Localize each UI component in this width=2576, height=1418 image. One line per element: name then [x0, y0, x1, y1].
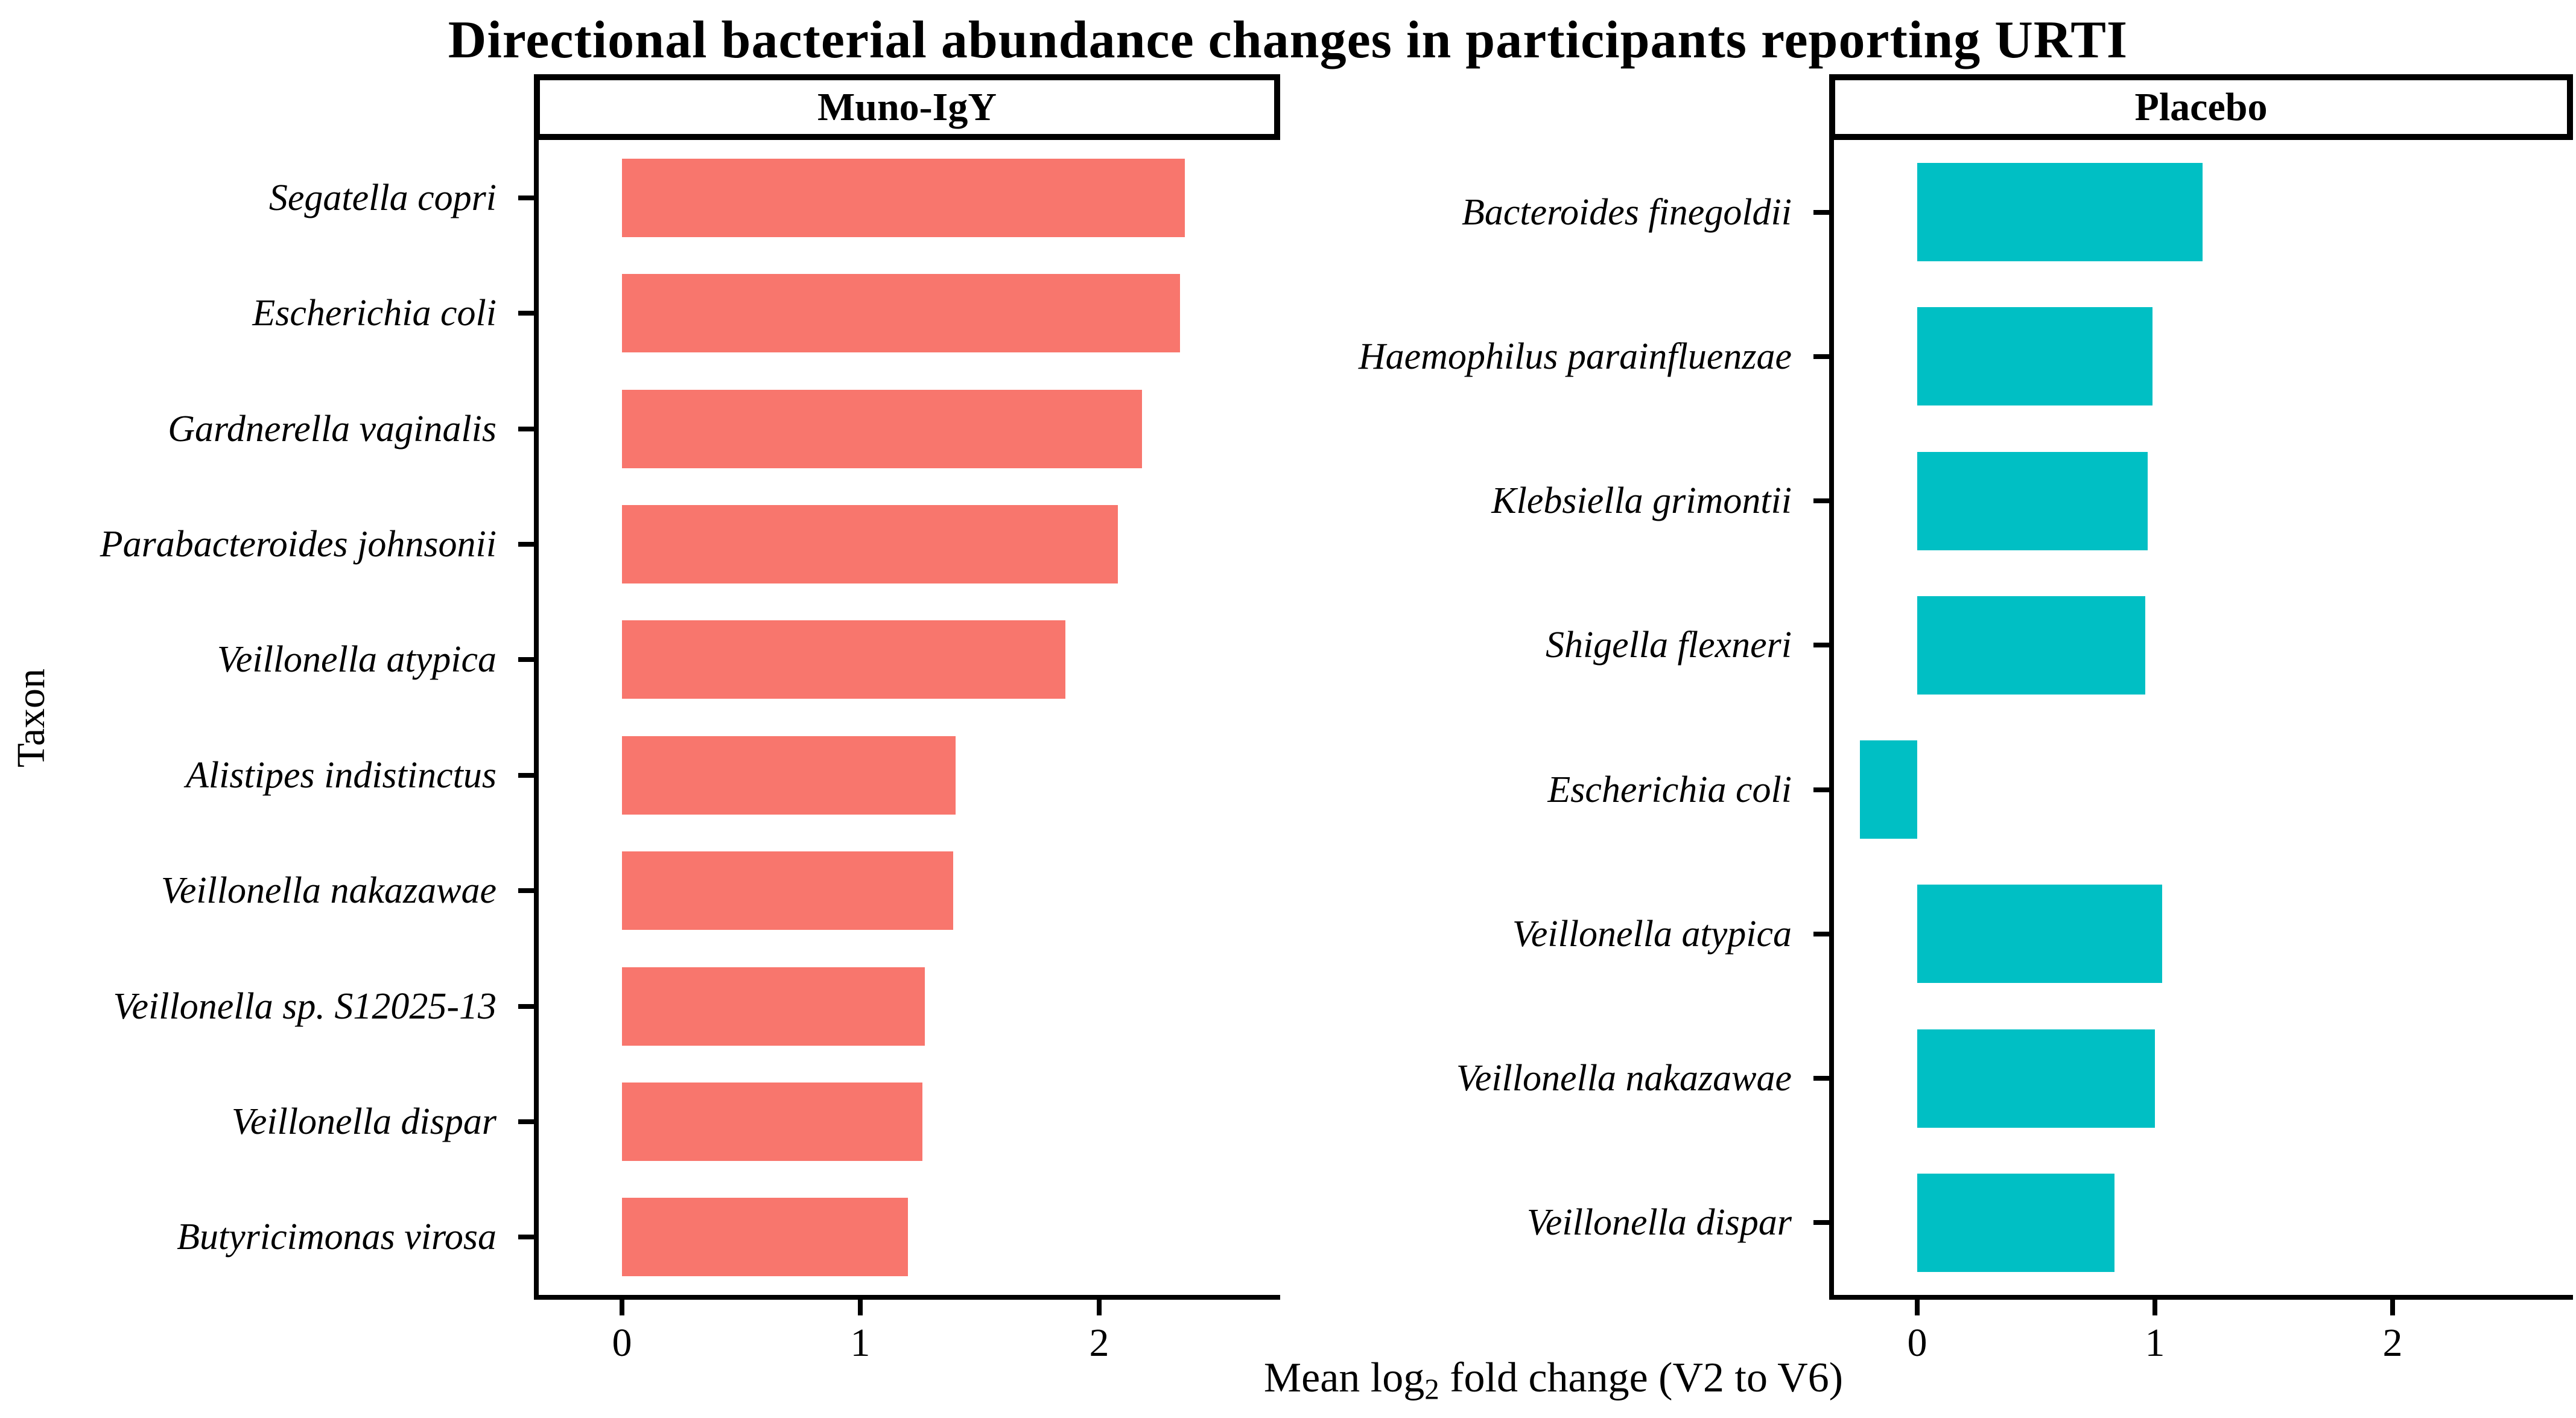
y-tick-label: Haemophilus parainfluenzae [1358, 336, 1792, 377]
y-tick-label: Segatella copri [268, 177, 496, 218]
y-tick-label: Klebsiella grimontii [1491, 480, 1792, 521]
y-tick [518, 196, 534, 200]
bar [1917, 452, 2148, 550]
x-tick-label: 0 [612, 1321, 632, 1365]
chart-title: Directional bacterial abundance changes … [448, 11, 2128, 69]
y-tick [1813, 210, 1829, 215]
y-axis-line [1829, 140, 1834, 1300]
y-tick-label: Veillonella nakazawae [160, 870, 496, 911]
bar [622, 390, 1143, 468]
bar [622, 967, 925, 1046]
x-tick [2152, 1300, 2157, 1315]
y-tick [518, 1235, 534, 1239]
bar [1917, 307, 2152, 405]
bar [1917, 596, 2145, 695]
y-tick-label: Veillonella atypica [217, 639, 496, 680]
y-tick-label: Gardnerella vaginalis [168, 409, 496, 450]
y-axis-line [534, 140, 539, 1300]
bar [622, 736, 956, 815]
y-tick [518, 1119, 534, 1124]
bar [622, 620, 1066, 699]
y-tick [1813, 643, 1829, 647]
y-tick-label: Escherichia coli [252, 293, 496, 334]
bar [1917, 163, 2203, 261]
x-tick [2390, 1300, 2395, 1315]
y-tick [518, 657, 534, 662]
y-tick [518, 427, 534, 431]
y-tick-label: Alistipes indistinctus [186, 755, 496, 796]
y-tick [1813, 1076, 1829, 1081]
y-tick [518, 773, 534, 778]
bar [1917, 1029, 2155, 1128]
facet-strip-label: Placebo [2134, 84, 2268, 129]
x-tick [1915, 1300, 1920, 1315]
y-tick [518, 888, 534, 893]
x-axis-title: Mean log2 fold change (V2 to V6) [534, 1354, 2573, 1406]
facet-strip-label: Muno-IgY [817, 84, 997, 129]
x-axis-line [1829, 1295, 2573, 1300]
y-tick [518, 542, 534, 547]
y-tick-label: Escherichia coli [1547, 769, 1792, 810]
bar [622, 1198, 909, 1276]
y-tick-label: Parabacteroides johnsonii [100, 524, 496, 565]
x-axis-title-subscript: 2 [1424, 1372, 1439, 1406]
bar [1917, 885, 2162, 983]
y-tick [1813, 498, 1829, 503]
y-tick-label: Veillonella nakazawae [1456, 1058, 1792, 1099]
y-tick-label: Bacteroides finegoldii [1462, 192, 1792, 233]
x-tick-label: 1 [850, 1321, 871, 1365]
y-tick [518, 311, 534, 316]
facet-strip-muno-igy: Muno-IgY [534, 74, 1280, 140]
x-tick-label: 1 [2145, 1321, 2165, 1365]
x-tick-label: 2 [2382, 1321, 2403, 1365]
x-tick [1097, 1300, 1102, 1315]
x-axis-line [534, 1295, 1280, 1300]
x-tick [858, 1300, 863, 1315]
x-axis-title-suffix: fold change (V2 to V6) [1439, 1355, 1844, 1401]
x-axis-title-prefix: Mean log [1263, 1355, 1425, 1401]
y-tick [518, 1004, 534, 1009]
bar [622, 505, 1118, 583]
y-tick [1813, 787, 1829, 792]
bar [1860, 740, 1918, 839]
y-tick-label: Veillonella atypica [1512, 914, 1792, 955]
y-axis-title: Taxon [9, 669, 53, 768]
bar [622, 1083, 923, 1161]
bar [622, 274, 1181, 352]
facet-strip-placebo: Placebo [1829, 74, 2573, 140]
y-tick [1813, 1220, 1829, 1225]
x-tick-label: 0 [1907, 1321, 1927, 1365]
y-tick-label: Veillonella dispar [231, 1101, 496, 1142]
bar [622, 851, 954, 930]
x-tick [620, 1300, 624, 1315]
y-tick-label: Veillonella dispar [1526, 1202, 1792, 1243]
y-tick [1813, 932, 1829, 936]
y-tick-label: Veillonella sp. S12025-13 [113, 986, 496, 1027]
bar [622, 159, 1185, 237]
y-tick [1813, 354, 1829, 359]
y-tick-label: Butyricimonas virosa [177, 1216, 496, 1257]
x-tick-label: 2 [1089, 1321, 1109, 1365]
bar [1917, 1174, 2114, 1272]
y-tick-label: Shigella flexneri [1545, 625, 1792, 666]
